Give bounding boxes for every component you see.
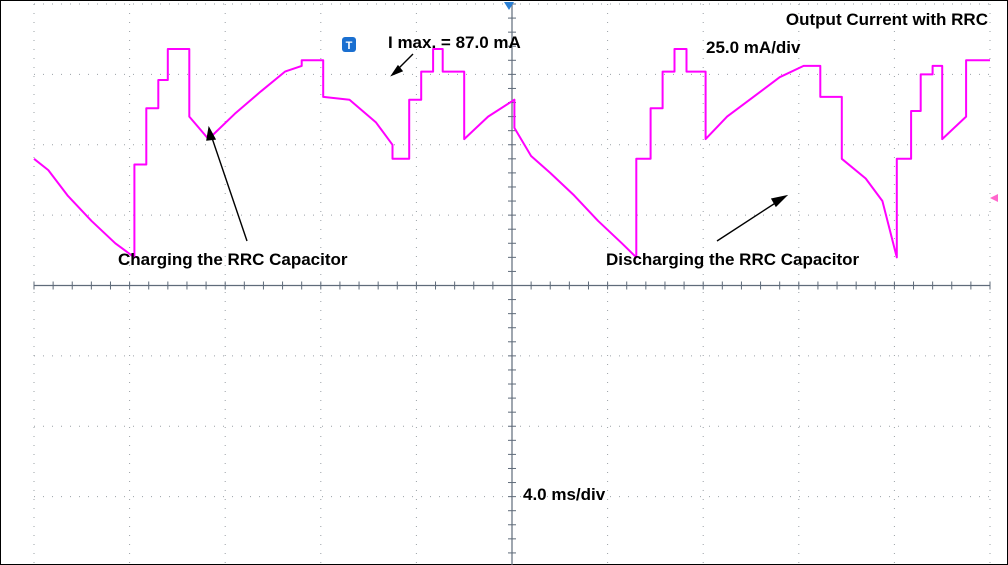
chart-title: Output Current with RRC bbox=[786, 10, 988, 29]
vertical-scale-label: 25.0 mA/div bbox=[706, 38, 801, 57]
imax-annotation: I max. = 87.0 mA bbox=[388, 33, 521, 52]
discharging-annotation: Discharging the RRC Capacitor bbox=[606, 250, 860, 269]
trigger-t-icon: T bbox=[342, 37, 356, 52]
channel-level-marker bbox=[990, 194, 998, 202]
trigger-t-label: T bbox=[346, 40, 353, 52]
trigger-marker bbox=[504, 2, 514, 10]
current-trace bbox=[33, 48, 990, 259]
charging-annotation: Charging the RRC Capacitor bbox=[118, 250, 348, 269]
annotation-arrows bbox=[206, 53, 789, 242]
trace-line bbox=[33, 48, 990, 259]
horizontal-scale-label: 4.0 ms/div bbox=[523, 485, 606, 504]
